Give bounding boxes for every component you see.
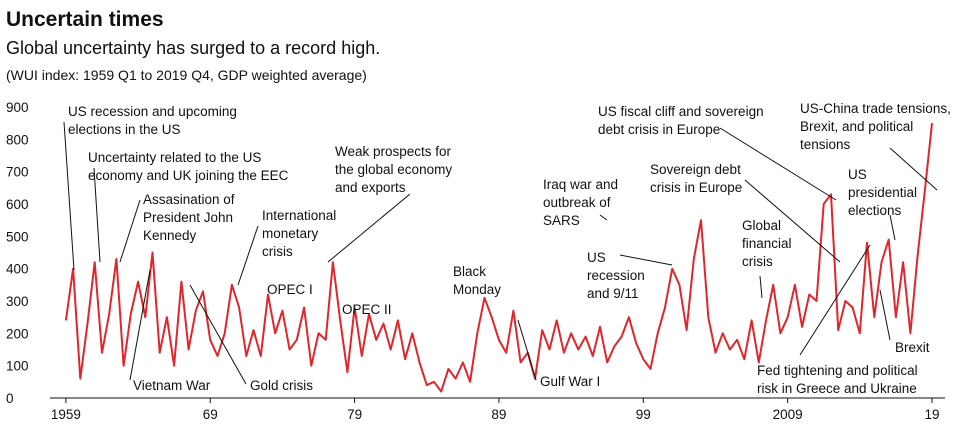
- annotation: outbreak of: [543, 195, 611, 210]
- annotation: Vietnam War: [133, 378, 211, 393]
- annotation: Monday: [453, 282, 501, 297]
- annotation: Kennedy: [143, 228, 197, 243]
- y-tick-label: 100: [6, 359, 29, 374]
- chart-note: (WUI index: 1959 Q1 to 2019 Q4, GDP weig…: [6, 67, 367, 83]
- annotation: and exports: [335, 180, 406, 195]
- annotation: US fiscal cliff and sovereign: [598, 104, 764, 119]
- x-tick-label: 19: [924, 407, 939, 422]
- annotation: International: [262, 208, 336, 223]
- annotation-leader: [719, 127, 837, 201]
- annotation: Assasination of: [143, 192, 235, 207]
- annotation: OPEC I: [267, 282, 313, 297]
- annotation-leader: [93, 167, 101, 263]
- annotation: US-China trade tensions,: [800, 101, 951, 116]
- annotation: recession: [587, 268, 645, 283]
- chart-subtitle: Global uncertainty has surged to a recor…: [6, 38, 380, 58]
- annotation: OPEC II: [342, 302, 392, 317]
- y-tick-label: 900: [6, 100, 29, 115]
- annotation-leader: [327, 193, 411, 263]
- annotation: crisis in Europe: [650, 180, 742, 195]
- annotation: debt crisis in Europe: [598, 122, 720, 137]
- y-tick-label: 0: [6, 391, 14, 406]
- annotation: crisis: [262, 244, 293, 259]
- annotation-leader: [889, 147, 938, 191]
- data-line: [64, 123, 933, 393]
- annotation: financial: [742, 236, 792, 251]
- annotation-leader: [619, 254, 673, 266]
- x-tick-label: 79: [347, 407, 362, 422]
- annotation: Uncertainty related to the US: [88, 150, 261, 165]
- annotation: Sovereign debt: [650, 162, 741, 177]
- annotation: Gold crisis: [250, 378, 313, 393]
- annotation-leader: [799, 244, 871, 356]
- chart-title: Uncertain times: [6, 8, 164, 31]
- annotation: elections: [848, 203, 902, 218]
- annotation-leader: [889, 214, 896, 241]
- x-tick-label: 69: [203, 407, 218, 422]
- annotation-leader: [63, 121, 75, 271]
- annotation: Brexit: [895, 340, 930, 355]
- annotation: President John: [143, 210, 233, 225]
- annotation: Brexit, and political: [800, 119, 913, 134]
- annotation: Weak prospects for: [335, 144, 452, 159]
- annotation-leader: [759, 275, 763, 299]
- y-tick-label: 700: [6, 165, 29, 180]
- annotation: economy and UK joining the EEC: [88, 168, 289, 183]
- annotation: elections in the US: [68, 122, 181, 137]
- x-tick-label: 99: [636, 407, 651, 422]
- annotation: Fed tightening and political: [757, 363, 918, 378]
- x-tick-label: 1959: [51, 407, 81, 422]
- y-tick-label: 300: [6, 294, 29, 309]
- annotation-leader: [119, 199, 141, 263]
- annotation: US: [587, 250, 606, 265]
- annotation-leader: [129, 269, 151, 381]
- annotation: presidential: [848, 185, 917, 200]
- annotation: crisis: [742, 254, 773, 269]
- annotation-leader: [879, 289, 891, 341]
- x-tick-label: 2009: [773, 407, 803, 422]
- y-tick-label: 500: [6, 229, 29, 244]
- annotation-leader: [744, 179, 841, 263]
- annotation: tensions: [800, 137, 851, 152]
- annotation: Iraq war and: [543, 177, 618, 192]
- annotation: monetary: [262, 226, 319, 241]
- annotation: and 9/11: [587, 286, 639, 301]
- y-tick-label: 600: [6, 197, 29, 212]
- annotation-leader: [599, 214, 608, 221]
- annotation: the global economy: [335, 162, 452, 177]
- annotation: Gulf War I: [540, 374, 600, 389]
- annotation: SARS: [543, 213, 580, 228]
- annotation-leader: [517, 319, 537, 381]
- y-tick-label: 200: [6, 326, 29, 341]
- y-tick-label: 400: [6, 262, 29, 277]
- annotation-leader: [237, 225, 259, 286]
- annotation-leader: [189, 284, 247, 385]
- annotation: Global: [742, 218, 781, 233]
- annotation: US: [848, 167, 867, 182]
- annotation: US recession and upcoming: [68, 104, 237, 119]
- annotation: risk in Greece and Ukraine: [757, 381, 917, 396]
- y-tick-label: 800: [6, 132, 29, 147]
- annotation: Black: [453, 264, 486, 279]
- x-tick-label: 89: [491, 407, 506, 422]
